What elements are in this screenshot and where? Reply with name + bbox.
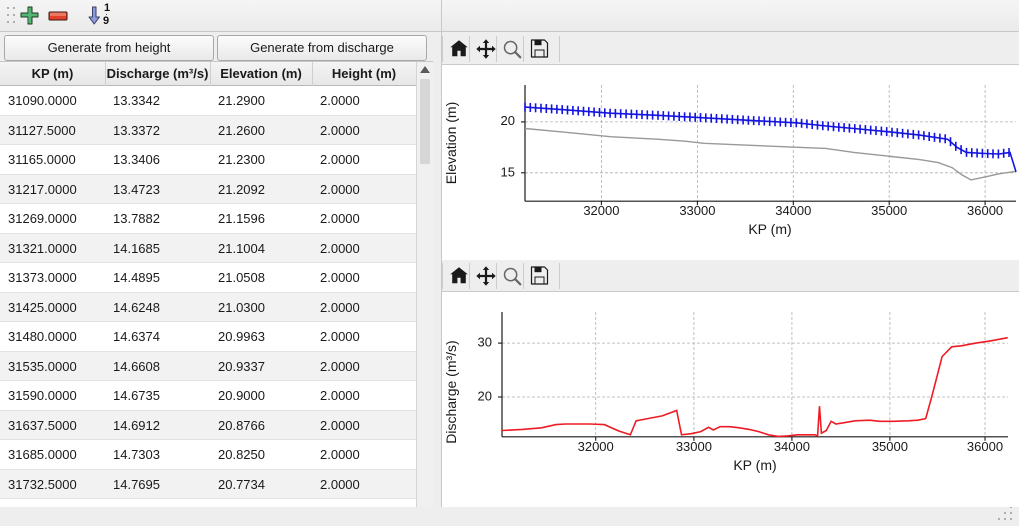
svg-text:34000: 34000	[774, 439, 810, 454]
svg-text:15: 15	[501, 165, 515, 180]
svg-text:33000: 33000	[676, 439, 712, 454]
svg-text:30: 30	[478, 335, 492, 350]
svg-text:20: 20	[478, 389, 492, 404]
svg-text:Discharge (m³/s): Discharge (m³/s)	[443, 340, 459, 443]
svg-text:20: 20	[501, 113, 515, 128]
svg-text:35000: 35000	[872, 439, 908, 454]
svg-text:35000: 35000	[871, 203, 907, 218]
svg-text:KP (m): KP (m)	[733, 457, 776, 473]
svg-text:32000: 32000	[578, 439, 614, 454]
svg-text:33000: 33000	[679, 203, 715, 218]
svg-text:36000: 36000	[967, 439, 1003, 454]
svg-text:36000: 36000	[967, 203, 1003, 218]
svg-text:KP (m): KP (m)	[748, 221, 791, 237]
svg-text:34000: 34000	[775, 203, 811, 218]
svg-text:Elevation (m): Elevation (m)	[443, 102, 459, 184]
svg-text:32000: 32000	[583, 203, 619, 218]
